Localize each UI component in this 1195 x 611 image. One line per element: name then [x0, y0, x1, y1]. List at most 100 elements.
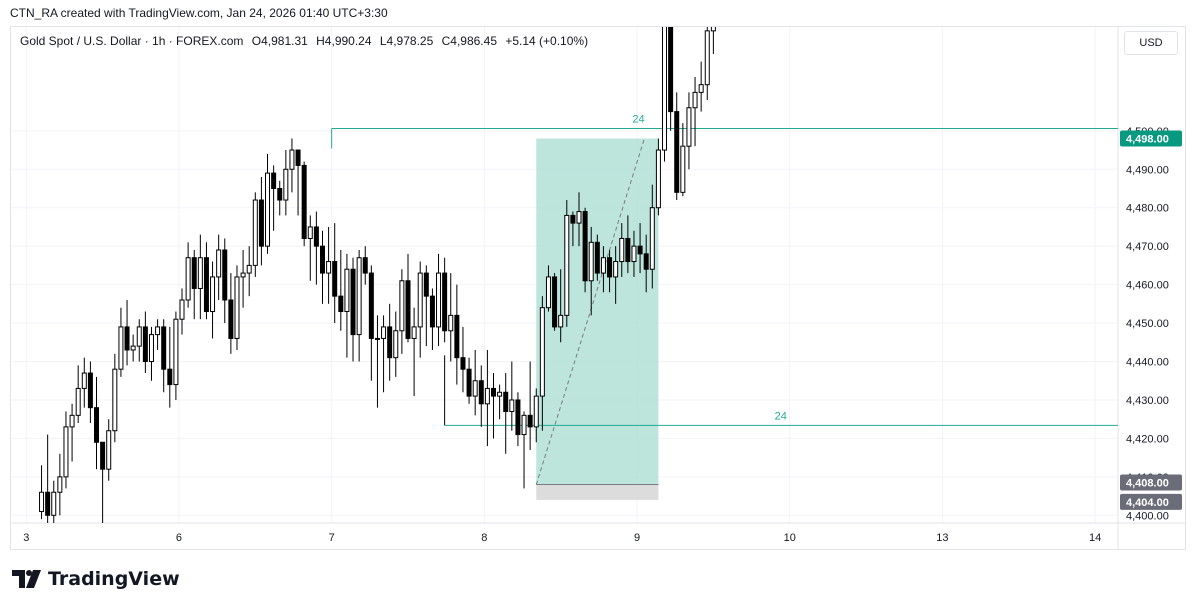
candle-body [319, 245, 325, 274]
candle-body [307, 226, 313, 239]
chart-caption: CTN_RA created with TradingView.com, Jan… [10, 6, 388, 20]
candle-body [484, 387, 490, 405]
upper-ray-label: 24 [632, 114, 644, 126]
candle-body [552, 276, 558, 328]
candle-body [600, 257, 606, 274]
candle-body [472, 380, 478, 397]
candle-body [252, 199, 258, 266]
candle-body [289, 149, 295, 170]
candle-body [197, 257, 203, 289]
lower-ray-label: 24 [775, 410, 787, 422]
candle-body [668, 27, 674, 113]
low-value: L4,978.25 [379, 34, 434, 48]
candle-body [662, 27, 668, 151]
candle-body [490, 387, 496, 397]
stop-zone [536, 484, 659, 500]
candle-body [179, 299, 185, 320]
candle-body [258, 199, 264, 247]
candle-body [148, 334, 154, 363]
candle-body [69, 414, 75, 428]
candle-body [649, 207, 655, 270]
tradingview-logo-icon [12, 570, 41, 588]
candle-body [686, 107, 692, 147]
candle-body [106, 430, 112, 470]
candle-body [301, 164, 307, 239]
candle-body [417, 272, 423, 328]
time-tick-label: 13 [936, 532, 948, 544]
target-price-badge: 4,498.00 [1126, 134, 1169, 146]
candle-body [216, 249, 222, 278]
candle-body [393, 330, 399, 359]
candle-body [576, 211, 582, 224]
close-value: C4,986.45 [441, 34, 497, 48]
price-tick-label: 4,420.00 [1126, 433, 1169, 445]
candle-body [222, 249, 228, 301]
candle-body [94, 407, 100, 443]
candle-body [680, 145, 686, 193]
plot-layer [39, 27, 1118, 523]
price-tick-label: 4,450.00 [1126, 318, 1169, 330]
candle-body [411, 326, 417, 339]
currency-button[interactable]: USD [1124, 31, 1178, 55]
candle-body [39, 491, 45, 512]
time-tick-label: 9 [634, 532, 640, 544]
candle-body [362, 257, 368, 274]
candle-body [173, 318, 179, 386]
open-value: O4,981.31 [251, 34, 308, 48]
candle-body [582, 211, 588, 282]
brand-name: TradingView [48, 568, 180, 590]
price-tick-label: 4,490.00 [1126, 164, 1169, 176]
chart-frame [10, 26, 1186, 550]
candle-body [210, 276, 216, 313]
candle-body [161, 326, 167, 370]
candle-body [442, 272, 448, 332]
candle-body [692, 91, 698, 109]
candle-body [497, 391, 503, 397]
entry-price-badge-bg [1120, 474, 1182, 491]
time-tick-label: 10 [784, 532, 796, 544]
candle-body [515, 399, 521, 436]
candle-body [704, 30, 710, 86]
candle-body [246, 264, 252, 274]
candle-body [509, 399, 515, 412]
candle-body [313, 226, 319, 247]
time-tick-label: 14 [1089, 532, 1101, 544]
candle-body [203, 257, 209, 313]
price-tick-label: 4,400.00 [1126, 510, 1169, 522]
candle-body [57, 476, 63, 493]
candle-body [75, 387, 81, 416]
candle-body [191, 257, 197, 289]
candle-body [155, 326, 161, 336]
candle-body [503, 391, 509, 412]
tradingview-brand[interactable]: TradingView [12, 568, 180, 590]
high-value: H4,990.24 [316, 34, 372, 48]
symbol-name[interactable]: Gold Spot / U.S. Dollar · 1h · FOREX.com [20, 34, 244, 48]
candle-body [460, 357, 466, 370]
candle-body [387, 326, 393, 359]
candle-body [368, 272, 374, 339]
candle-body [466, 368, 472, 397]
candle-body [81, 372, 87, 389]
candle-body [448, 314, 454, 332]
candle-body [527, 414, 533, 428]
candle-body [539, 307, 545, 397]
candle-body [112, 368, 118, 432]
candle-body [631, 245, 637, 263]
candle-body [655, 149, 661, 209]
candle-body [698, 84, 704, 93]
candle-body [234, 276, 240, 339]
candle-body [588, 241, 594, 282]
candle-body [45, 491, 51, 516]
candle-body [118, 326, 124, 370]
price-tick-label: 4,440.00 [1126, 357, 1169, 369]
time-tick-label: 3 [23, 532, 29, 544]
candle-body [429, 295, 435, 328]
candle-body [265, 172, 271, 247]
candle-body [338, 295, 344, 313]
candle-body [130, 345, 136, 351]
price-tick-label: 4,470.00 [1126, 241, 1169, 253]
candle-body [558, 314, 564, 328]
projection-line [535, 138, 645, 485]
time-tick-label: 6 [176, 532, 182, 544]
